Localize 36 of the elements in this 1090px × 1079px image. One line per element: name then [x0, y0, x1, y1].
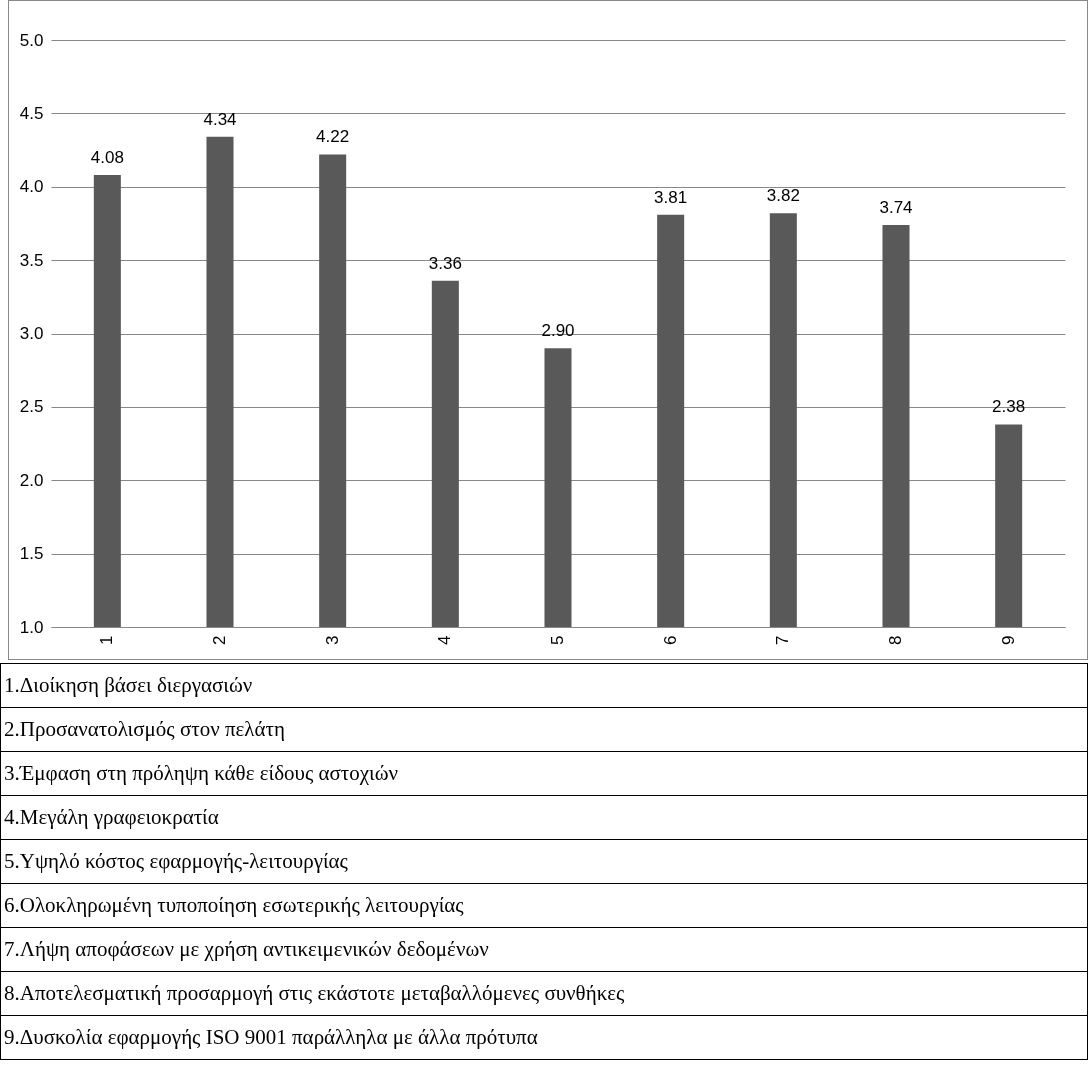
y-tick-label: 5.0	[19, 30, 44, 50]
text: 3.Έμφαση στη πρόληψη κάθε είδους αστοχιών	[0, 751, 1088, 796]
x-tick-label: 8	[886, 635, 905, 645]
data-label: 2.90	[541, 321, 575, 341]
y-tick-label: 3.5	[19, 250, 44, 270]
text: 9.Δυσκολία εφαρμογής ISO 9001 παράλληλα με άλλα πρότυπα	[0, 1015, 1088, 1060]
data-label: 4.22	[316, 127, 350, 147]
data-label: 3.81	[654, 187, 688, 207]
y-tick-label: 2.0	[19, 470, 44, 490]
data-label: 3.36	[428, 253, 462, 273]
x-tick-label: 2	[210, 635, 229, 645]
text: 5.Υψηλό κόστος εφαρμογής-λειτουργίας	[0, 839, 1088, 884]
data-label: 3.74	[879, 197, 913, 217]
y-tick-label: 4.5	[19, 103, 44, 123]
y-tick-label: 1.5	[19, 544, 44, 564]
text: 2.Προσανατολισμός στον πελάτη	[0, 707, 1088, 752]
x-tick-label: 3	[322, 635, 342, 645]
x-tick-label: 4	[435, 635, 455, 645]
y-tick-label: 3.0	[19, 324, 44, 343]
data-label: 4.08	[90, 148, 124, 168]
text: 4.Μεγάλη γραφειοκρατία	[0, 795, 1088, 840]
y-tick-label: 1.0	[19, 617, 44, 637]
x-tick-label: 5	[548, 635, 567, 645]
data-label: 2.38	[992, 397, 1026, 417]
y-tick-label: 2.5	[19, 397, 44, 417]
data-label: 4.34	[203, 109, 237, 129]
text: 1.Διοίκηση βάσει διεργασιών	[0, 663, 1088, 708]
data-label: 3.82	[766, 186, 800, 206]
text: 7.Λήψη αποφάσεων με χρήση αντικειμενικών δεδομένων	[0, 927, 1088, 972]
y-tick-label: 4.0	[19, 177, 44, 197]
text: 6.Ολοκληρωμένη τυποποίηση εσωτερικής λειτουργίας	[0, 883, 1088, 928]
x-tick-label: 6	[660, 635, 680, 645]
x-tick-label: 9	[998, 635, 1018, 645]
x-tick-label: 7	[773, 635, 793, 645]
x-tick-label: 1	[97, 635, 117, 645]
text: 8.Αποτελεσματική προσαρμογή στις εκάστοτε μεταβαλλόμενες συνθήκες	[0, 971, 1088, 1016]
